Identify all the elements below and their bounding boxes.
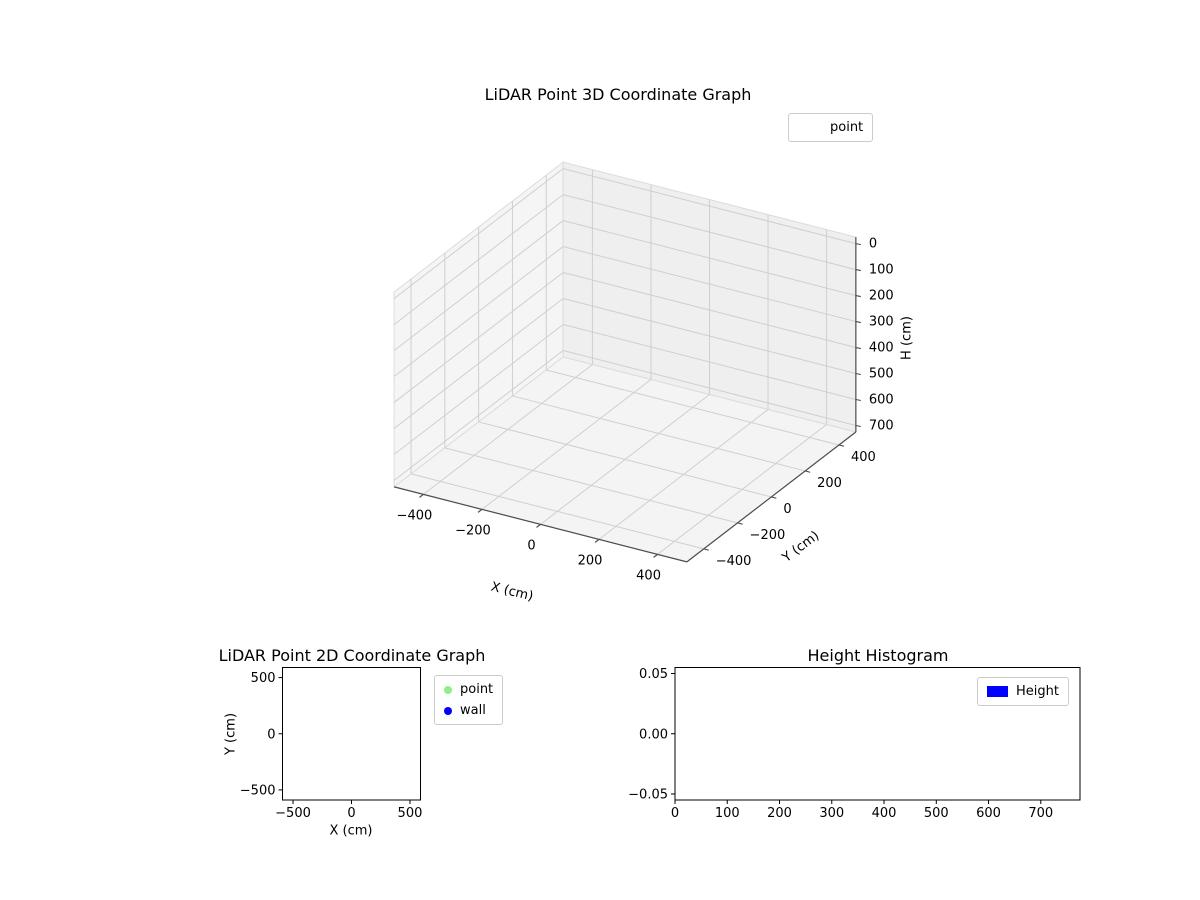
grid-line	[393, 350, 564, 481]
x-tick	[477, 508, 483, 513]
grid-line	[393, 246, 564, 377]
y-tick-label: −400	[716, 554, 752, 569]
grid-line	[563, 324, 856, 400]
y-tick	[805, 470, 811, 473]
grid-line	[393, 220, 564, 351]
grid-line	[563, 272, 856, 349]
x-tick	[594, 538, 600, 543]
x-tick-label: 0	[671, 806, 679, 821]
z-tick-label: 700	[869, 418, 894, 433]
point-marker	[798, 123, 822, 133]
y-tick	[838, 444, 845, 447]
z-tick-label: 400	[869, 341, 894, 356]
z-tick	[855, 269, 861, 272]
grid-line	[540, 394, 710, 525]
z-tick	[855, 424, 861, 428]
x-tick	[653, 553, 658, 558]
z-tick-label: 0	[869, 237, 877, 252]
grid-line	[563, 220, 856, 297]
grid-line	[393, 194, 564, 325]
x-tick-label: 400	[636, 568, 661, 583]
grid-line	[563, 246, 856, 323]
z-tick-label: 600	[869, 393, 894, 408]
legend-item-point: point	[798, 117, 863, 138]
x-tick	[419, 493, 424, 498]
hist-legend: Height	[977, 677, 1069, 706]
y-tick	[703, 548, 709, 551]
x-tick-label: 200	[767, 806, 792, 821]
grid-line	[393, 298, 564, 429]
x-tick-label: −200	[455, 523, 491, 538]
y-tick-label: 0.05	[639, 667, 668, 682]
z-tick-label: 500	[869, 367, 894, 382]
y-tick-label: 0	[267, 727, 275, 742]
plot3d-title: LiDAR Point 3D Coordinate Graph	[484, 85, 752, 104]
x-tick-label: 0	[347, 806, 355, 821]
y-tick-label: 500	[251, 671, 276, 686]
x-tick-label: 500	[398, 806, 423, 821]
x-tick-label: 200	[578, 553, 603, 568]
x-tick-label: 600	[976, 806, 1001, 821]
plot3d-legend: point	[788, 113, 874, 142]
grid-line	[481, 379, 652, 510]
legend-item-wall: wall	[444, 700, 493, 721]
legend-label-point: point	[460, 682, 494, 697]
y-tick-label: 0.00	[639, 727, 668, 742]
grid-line	[563, 298, 856, 375]
grid-line	[598, 409, 769, 540]
plot2d-xlabel: X (cm)	[329, 823, 373, 839]
hist-title: Height Histogram	[807, 646, 949, 665]
y-tick-label: −500	[240, 783, 276, 798]
plot2d-title: LiDAR Point 2D Coordinate Graph	[218, 646, 486, 665]
z-tick	[855, 321, 861, 324]
x-tick-label: −400	[397, 508, 433, 523]
x-tick-label: 400	[872, 806, 897, 821]
y-tick	[737, 522, 743, 525]
grid-line	[657, 424, 827, 555]
plot2d-legend: point wall	[434, 675, 504, 725]
plot3d-zlabel: H (cm)	[899, 316, 915, 360]
x-tick-label: 500	[924, 806, 949, 821]
z-tick-label: 200	[869, 289, 894, 304]
z-tick	[855, 372, 861, 376]
y-tick-label: −200	[750, 528, 786, 543]
grid-line	[393, 168, 564, 299]
x-tick-label: 300	[819, 806, 844, 821]
z-tick	[855, 295, 861, 298]
grid-line	[393, 324, 564, 455]
y-tick-label: 400	[851, 450, 876, 465]
grid-line	[393, 272, 564, 403]
z-tick-label: 300	[869, 315, 894, 330]
y-tick-label: −0.05	[628, 787, 668, 802]
legend-label-wall: wall	[460, 703, 486, 718]
height-marker	[987, 686, 1008, 697]
y-tick-label: 200	[817, 476, 842, 491]
axes-frame	[282, 667, 421, 801]
x-tick-label: 0	[527, 538, 535, 553]
point-marker	[444, 685, 452, 694]
legend-label-height: Height	[1016, 684, 1059, 699]
z-tick-label: 100	[869, 263, 894, 278]
grid-line	[563, 194, 856, 271]
legend-label-point: point	[830, 120, 864, 135]
wall-marker	[444, 706, 452, 715]
x-tick-label: 700	[1028, 806, 1053, 821]
y-tick	[771, 496, 777, 499]
grid-line	[563, 168, 856, 245]
z-tick	[855, 243, 861, 246]
plot2d-ylabel: Y (cm)	[223, 712, 239, 756]
y-tick-label: 0	[783, 502, 791, 517]
z-tick	[855, 347, 861, 350]
grid-line	[423, 364, 593, 495]
x-tick	[536, 523, 541, 528]
grid-line	[563, 349, 856, 426]
x-tick-label: 100	[715, 806, 740, 821]
legend-item-point: point	[444, 679, 493, 700]
z-tick	[855, 398, 861, 402]
legend-item-height: Height	[987, 681, 1059, 702]
x-tick-label: −500	[275, 806, 311, 821]
